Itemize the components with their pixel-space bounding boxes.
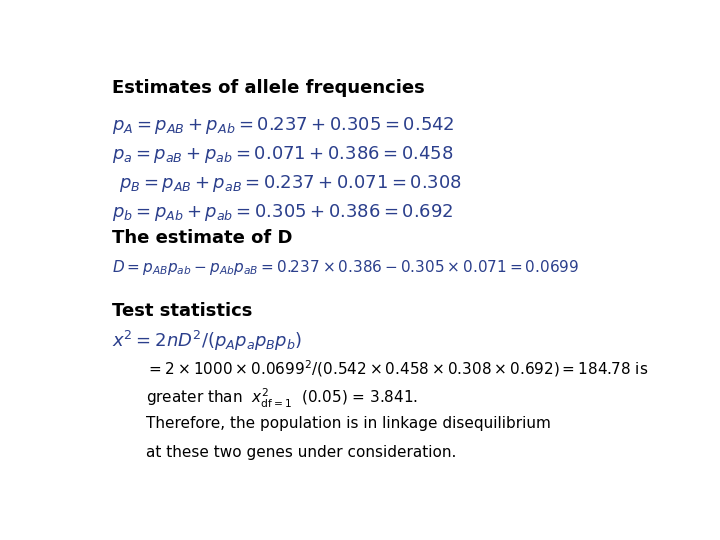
Text: $p_A = p_{AB} + p_{Ab} = 0.237 + 0.305 = 0.542$: $p_A = p_{AB} + p_{Ab} = 0.237 + 0.305 =… xyxy=(112,114,455,136)
Text: Test statistics: Test statistics xyxy=(112,302,253,320)
Text: Estimates of allele frequencies: Estimates of allele frequencies xyxy=(112,79,425,97)
Text: $x^2 = 2nD^2/ (p_Ap_ap_Bp_b)$: $x^2 = 2nD^2/ (p_Ap_ap_Bp_b)$ xyxy=(112,329,302,353)
Text: $p_b = p_{Ab} + p_{ab} = 0.305 + 0.386 = 0.692$: $p_b = p_{Ab} + p_{ab} = 0.305 + 0.386 =… xyxy=(112,202,454,223)
Text: $=2\times1000\times0.0699^2/(0.542\times0.458\times0.308\times0.692) = 184.78$ i: $=2\times1000\times0.0699^2/(0.542\times… xyxy=(145,358,648,379)
Text: The estimate of D: The estimate of D xyxy=(112,229,293,247)
Text: $p_a = p_{aB} + p_{ab} = 0.071 + 0.386 = 0.458$: $p_a = p_{aB} + p_{ab} = 0.071 + 0.386 =… xyxy=(112,144,454,165)
Text: $D = p_{AB}p_{ab} - p_{Ab}p_{aB} = 0.237 \times 0.386 - 0.305 \times 0.071 = 0.0: $D = p_{AB}p_{ab} - p_{Ab}p_{aB} = 0.237… xyxy=(112,258,580,277)
Text: $p_B = p_{AB} + p_{aB} = 0.237 + 0.071 = 0.308$: $p_B = p_{AB} + p_{aB} = 0.237 + 0.071 =… xyxy=(119,173,462,194)
Text: greater than  $x^2_{\mathrm{df=1}}$  (0.05) = 3.841.: greater than $x^2_{\mathrm{df=1}}$ (0.05… xyxy=(145,387,418,410)
Text: at these two genes under consideration.: at these two genes under consideration. xyxy=(145,446,456,460)
Text: Therefore, the population is in linkage disequilibrium: Therefore, the population is in linkage … xyxy=(145,416,551,431)
